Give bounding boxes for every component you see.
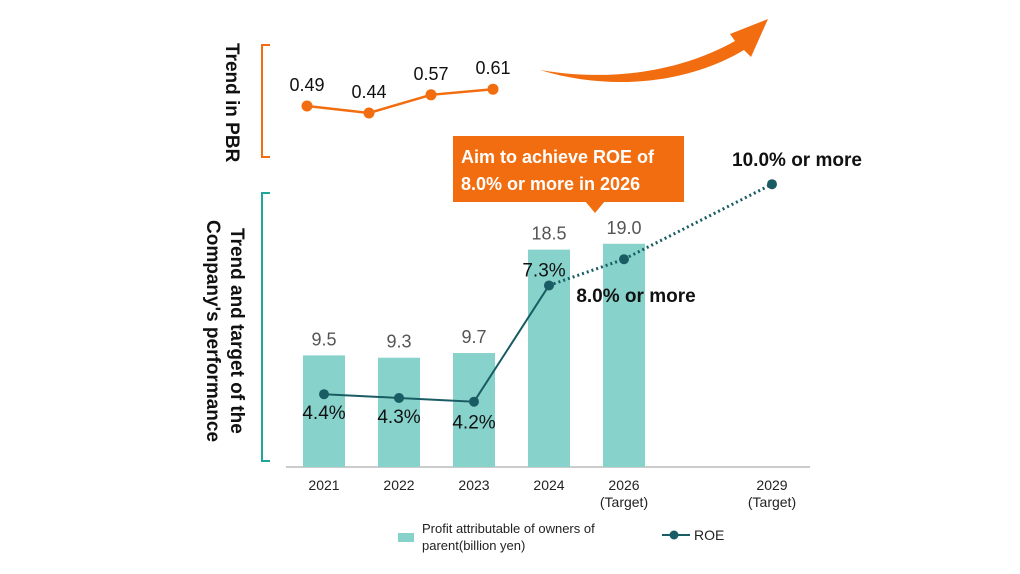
roe-line-actual [323,284,550,403]
profit-bar [378,357,420,467]
roe-point [619,254,629,265]
profit-bar [453,353,495,467]
pbr-label: 0.61 [475,58,510,78]
roe-label: 4.3% [377,407,420,428]
roe-point [319,389,329,400]
pbr-point [363,107,375,119]
profit-bar-label: 9.3 [386,332,411,352]
callout-line-2: 8.0% or more in 2026 [461,174,641,194]
roe-label: 7.3% [522,260,565,281]
x-tick-label: 2021 [308,477,339,493]
profit-bar-label: 9.7 [461,327,486,347]
performance-section-label: Trend and target of the Company's perfor… [202,219,247,443]
pbr-bracket [261,44,270,158]
profit-bar [603,243,645,467]
x-tick-label: 2023 [458,477,489,493]
trend-arrow-icon [540,19,768,83]
roe-point [469,396,479,407]
callout-pointer [585,201,605,213]
pbr-label: 0.57 [413,64,448,84]
x-tick-label: 2029 [756,477,787,493]
x-tick-label: 2024 [533,477,564,493]
legend: Profit attributable of owners of parent(… [398,518,778,558]
legend-roe-marker [662,530,690,540]
x-tick-label: 2022 [383,477,414,493]
roe-point [544,280,554,291]
roe-point [394,392,404,403]
legend-bar-swatch [398,533,414,542]
profit-bar-label: 9.5 [311,329,336,349]
pbr-point [487,83,499,95]
pbr-label: 0.49 [289,75,324,95]
roe-target-callout: Aim to achieve ROE of 8.0% or more in 20… [453,136,684,213]
pbr-line [306,87,494,115]
pbr-point [301,100,313,112]
pbr-label: 0.44 [351,82,386,102]
performance-bracket [261,192,270,462]
pbr-section-label: Trend in PBR [221,43,242,163]
profit-bar [303,355,345,467]
legend-roe-label: ROE [694,527,725,543]
roe-line-target [548,182,773,287]
x-tick-sublabel: (Target) [748,494,796,510]
legend-bar-label: Profit attributable of owners of parent(… [422,521,595,553]
pbr-point [425,89,437,101]
profit-bar-label: 19.0 [606,218,641,238]
x-tick-sublabel: (Target) [600,494,648,510]
profit-bar-label: 18.5 [531,224,566,244]
roe-label: 8.0% or more [576,286,695,307]
roe-label: 4.4% [302,403,345,424]
roe-label: 4.2% [452,413,495,434]
roe-label: 10.0% or more [732,150,862,171]
roe-point [767,179,777,190]
x-tick-label: 2026 [608,477,639,493]
callout-line-1: Aim to achieve ROE of [461,147,655,167]
